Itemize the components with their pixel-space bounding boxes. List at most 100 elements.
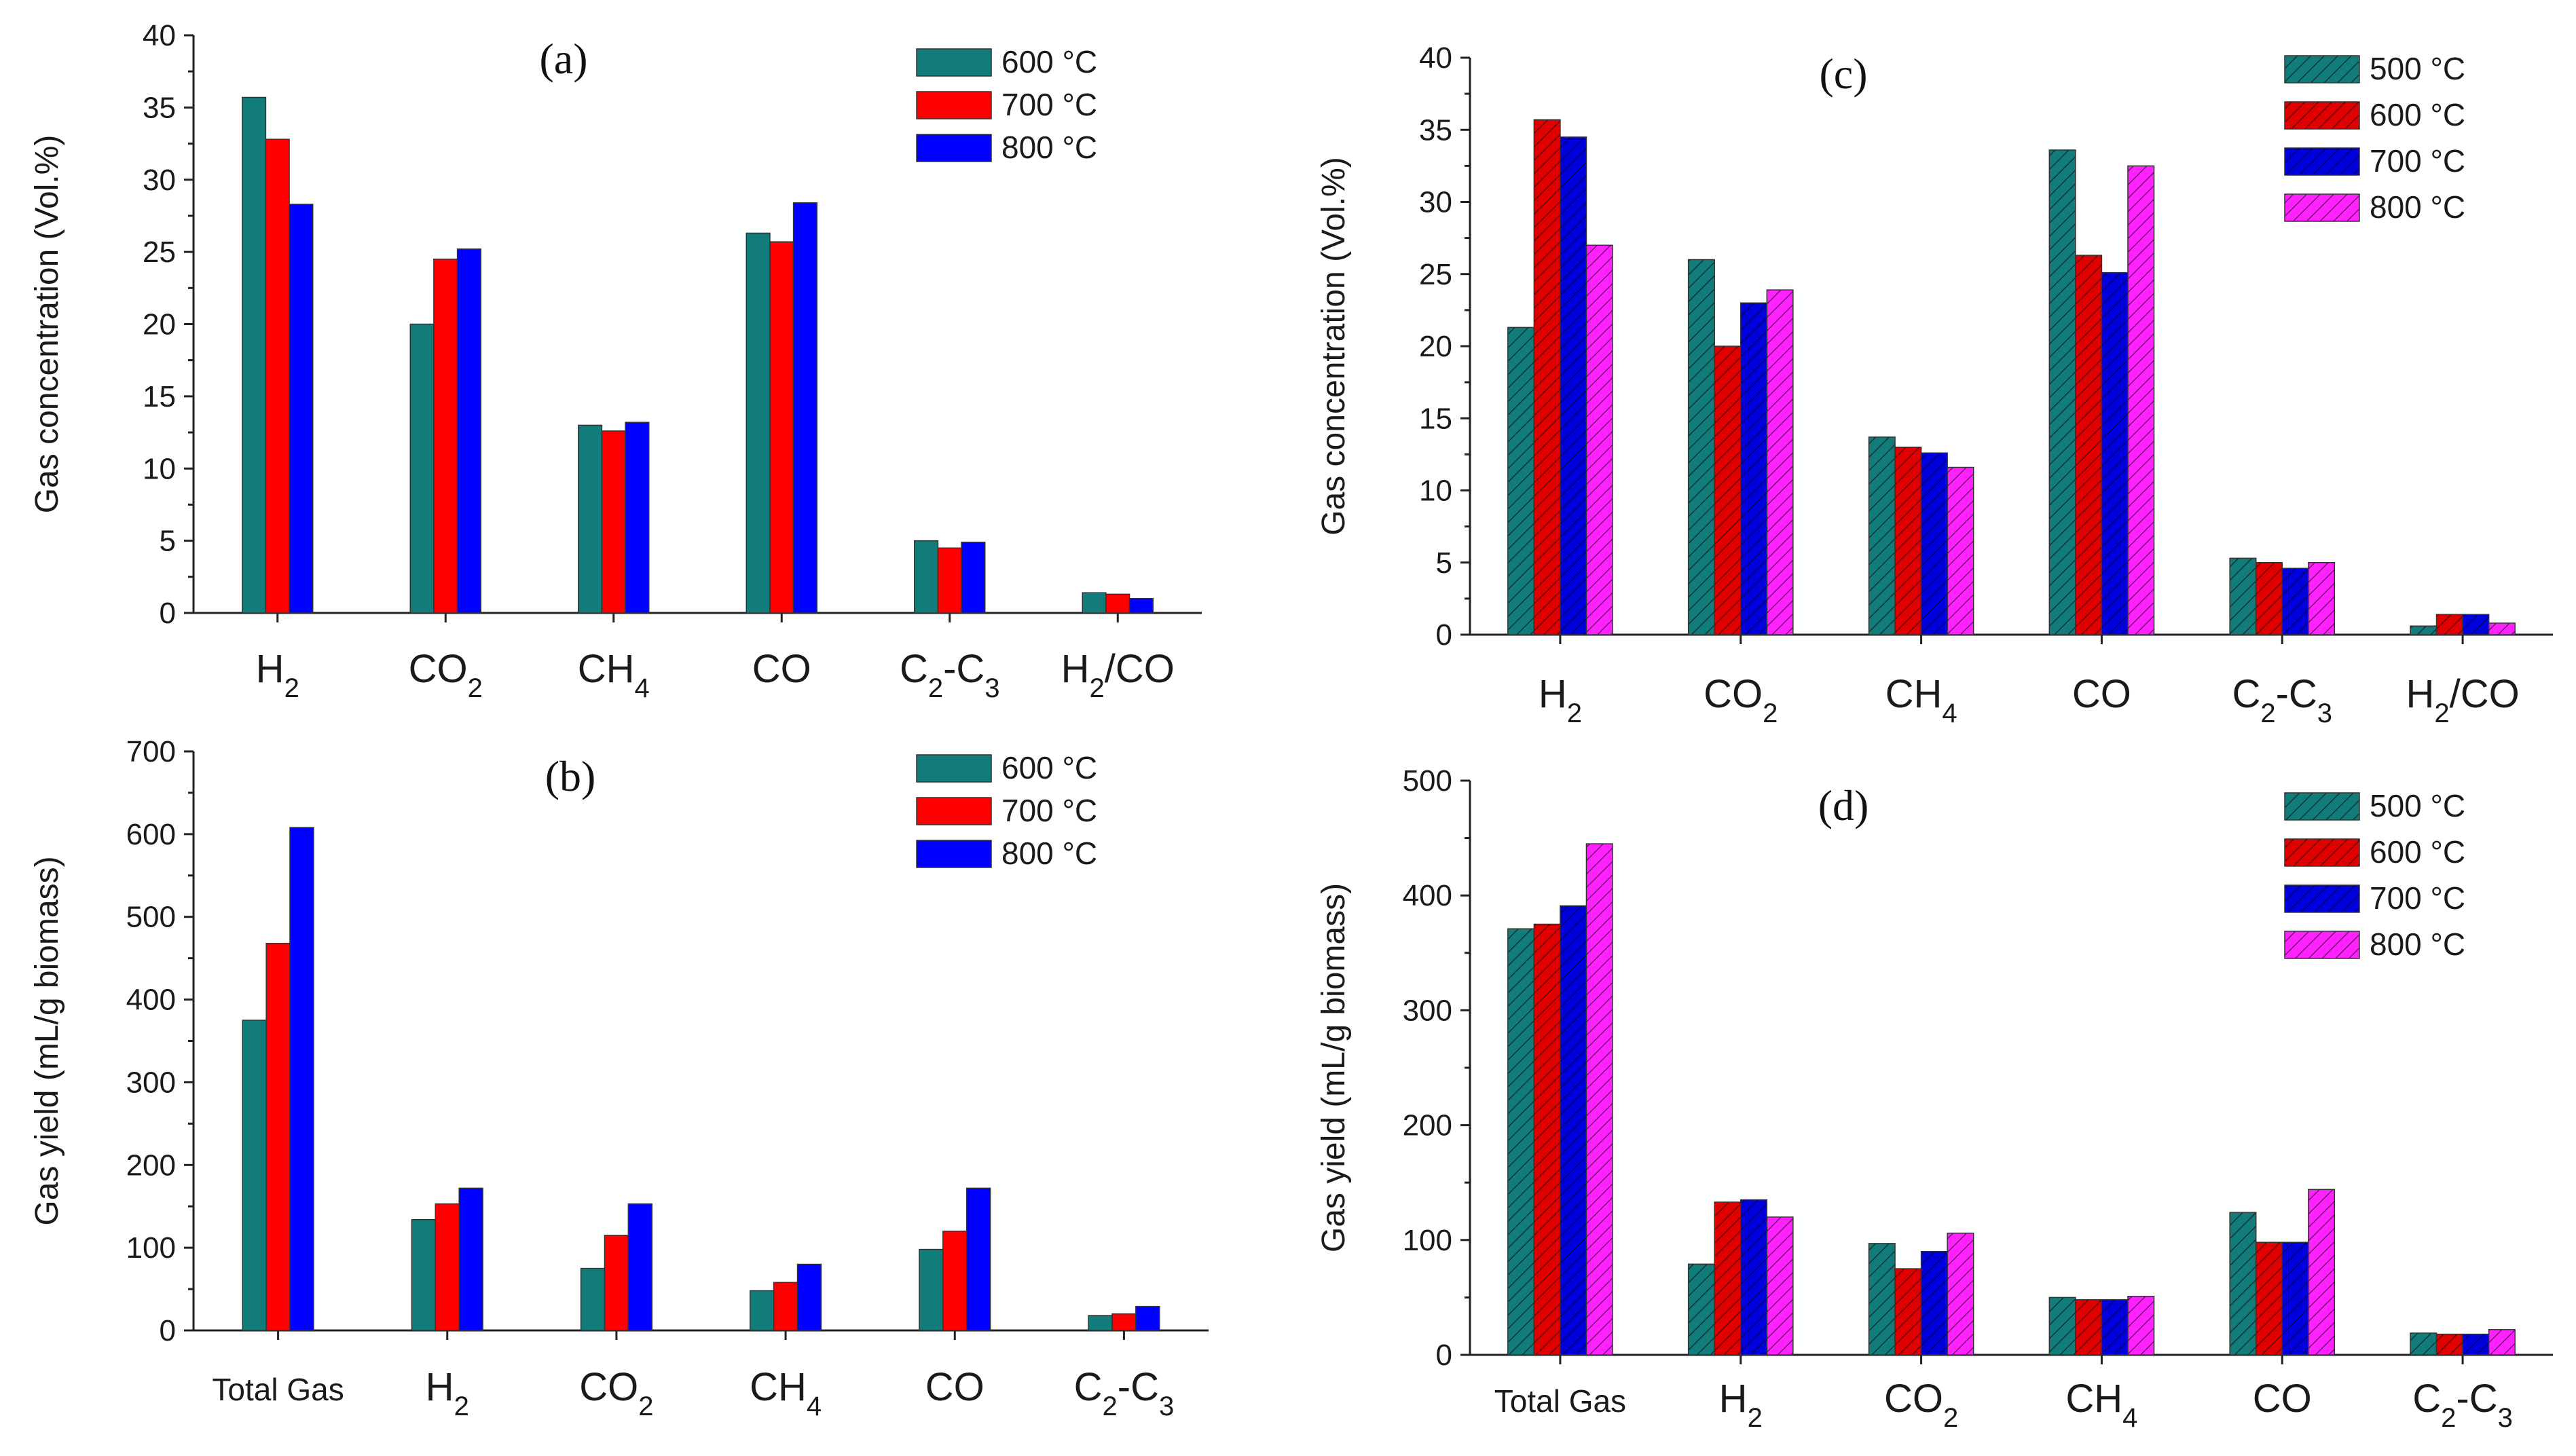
legend-swatch-d-3 (2284, 931, 2360, 959)
legend-swatch-b-0 (916, 754, 992, 783)
y-tick-label-a-1: 5 (160, 525, 176, 558)
legend-swatch-a-1 (916, 91, 992, 119)
bar-a-700-2 (601, 430, 626, 614)
bar-c-500-3 (2048, 149, 2076, 635)
bar-b-700-2 (604, 1235, 629, 1331)
y-tick-label-d-3: 300 (1403, 994, 1452, 1027)
legend-swatch-c-0 (2284, 55, 2360, 83)
legend-label-c-3: 800 °C (2370, 189, 2465, 225)
bar-b-800-0 (289, 827, 314, 1331)
bar-d-700-5 (2462, 1333, 2490, 1356)
bar-c-600-2 (1894, 447, 1922, 635)
bar-a-700-4 (937, 547, 962, 614)
bar-a-600-4 (914, 540, 939, 614)
bar-c-500-0 (1507, 326, 1535, 635)
panel-title-c: (c) (1819, 50, 1867, 98)
panel-title-a: (a) (539, 35, 587, 83)
bar-b-600-5 (1088, 1315, 1113, 1331)
y-tick-label-b-4: 400 (126, 984, 176, 1017)
y-tick-label-b-5: 500 (126, 901, 176, 934)
bar-c-600-0 (1533, 119, 1561, 635)
legend-label-c-2: 700 °C (2370, 143, 2465, 179)
y-axis-title-d: Gas yield (mL/g biomass) (1316, 883, 1352, 1252)
bar-d-600-1 (1714, 1201, 1742, 1356)
panel-d: 0 100 200 300 400 500 Gas yield (mL/g biomass)… (1316, 764, 2553, 1433)
bar-b-700-3 (773, 1282, 798, 1331)
bar-c-500-4 (2229, 557, 2257, 635)
y-tick-label-c-4: 20 (1419, 330, 1452, 363)
x-category-label-b-1: H2 (426, 1365, 469, 1421)
bar-d-800-0 (1585, 843, 1613, 1356)
bar-b-600-2 (580, 1267, 606, 1331)
bar-c-800-1 (1766, 289, 1794, 635)
x-category-label-a-5: H2/CO (1061, 647, 1175, 703)
y-tick-label-d-1: 100 (1403, 1224, 1452, 1257)
y-tick-label-a-4: 20 (143, 308, 176, 341)
bar-b-800-5 (1135, 1305, 1160, 1331)
bar-d-700-2 (1920, 1250, 1948, 1356)
bar-b-800-1 (458, 1187, 483, 1331)
bar-b-700-4 (942, 1231, 968, 1331)
legend-label-c-0: 500 °C (2370, 51, 2465, 86)
y-tick-label-a-8: 40 (143, 19, 176, 52)
x-category-label-a-3: CO (752, 647, 811, 691)
legend-label-d-2: 700 °C (2370, 880, 2465, 916)
bar-b-600-3 (750, 1290, 775, 1331)
x-category-label-c-3: CO (2072, 672, 2131, 716)
bar-c-800-5 (2488, 622, 2516, 635)
bar-d-500-3 (2048, 1296, 2076, 1356)
bar-a-700-3 (769, 241, 794, 614)
x-category-label-b-2: CO2 (579, 1365, 653, 1421)
bar-c-700-5 (2462, 614, 2490, 635)
bar-a-700-5 (1105, 593, 1130, 614)
bar-d-600-2 (1894, 1268, 1922, 1356)
bar-a-600-1 (409, 323, 435, 614)
y-tick-label-d-0: 0 (1436, 1339, 1452, 1372)
bar-d-500-4 (2229, 1212, 2257, 1356)
y-tick-label-c-2: 10 (1419, 474, 1452, 508)
bar-c-800-3 (2127, 165, 2155, 635)
bar-d-700-3 (2101, 1299, 2129, 1356)
y-tick-label-b-2: 200 (126, 1149, 176, 1182)
y-axis-title-b: Gas yield (mL/g biomass) (29, 856, 65, 1225)
bar-d-700-4 (2281, 1242, 2309, 1356)
y-tick-label-c-3: 15 (1419, 402, 1452, 435)
x-category-label-a-4: C2-C3 (900, 647, 1000, 703)
panel-title-d: (d) (1818, 781, 1869, 829)
y-tick-label-d-5: 500 (1403, 764, 1452, 798)
legend-label-b-2: 800 °C (1001, 836, 1097, 871)
bar-c-500-1 (1687, 259, 1715, 635)
x-category-label-b-5: C2-C3 (1074, 1365, 1175, 1421)
x-category-label-d-4: CO (2253, 1377, 2312, 1421)
legend-swatch-d-0 (2284, 792, 2360, 821)
x-category-label-c-2: CH4 (1885, 672, 1957, 728)
bar-c-700-4 (2281, 567, 2309, 635)
y-tick-label-c-1: 5 (1436, 546, 1452, 580)
legend-label-d-1: 600 °C (2370, 834, 2465, 870)
x-category-label-b-0: Total Gas (212, 1372, 344, 1407)
bar-a-600-0 (242, 96, 267, 614)
x-category-label-c-5: H2/CO (2406, 672, 2519, 728)
y-axis-title-c: Gas concentration (Vol.%) (1316, 157, 1352, 536)
bar-c-700-3 (2101, 272, 2129, 635)
bar-d-600-4 (2255, 1242, 2283, 1356)
panel-c: 0 5 10 15 20 25 30 35 40 Gas concentration (Vol.%… (1316, 41, 2553, 728)
y-tick-label-b-6: 600 (126, 818, 176, 851)
bar-c-700-1 (1740, 302, 1768, 635)
legend-label-a-0: 600 °C (1001, 44, 1097, 79)
bar-a-800-4 (961, 542, 986, 614)
x-category-label-d-1: H2 (1719, 1377, 1763, 1433)
bar-d-800-5 (2488, 1329, 2516, 1356)
y-tick-label-c-8: 40 (1419, 41, 1452, 75)
legend-swatch-b-1 (916, 797, 992, 825)
y-tick-label-d-2: 200 (1403, 1109, 1452, 1142)
bar-a-800-0 (289, 204, 314, 614)
legend-swatch-a-0 (916, 48, 992, 77)
legend-swatch-c-1 (2284, 101, 2360, 130)
bar-d-500-0 (1507, 928, 1535, 1356)
legend-label-a-1: 700 °C (1001, 87, 1097, 122)
bar-d-600-3 (2075, 1299, 2103, 1356)
bar-a-600-3 (746, 232, 771, 614)
legend-label-d-3: 800 °C (2370, 927, 2465, 962)
y-tick-label-a-3: 15 (143, 380, 176, 413)
